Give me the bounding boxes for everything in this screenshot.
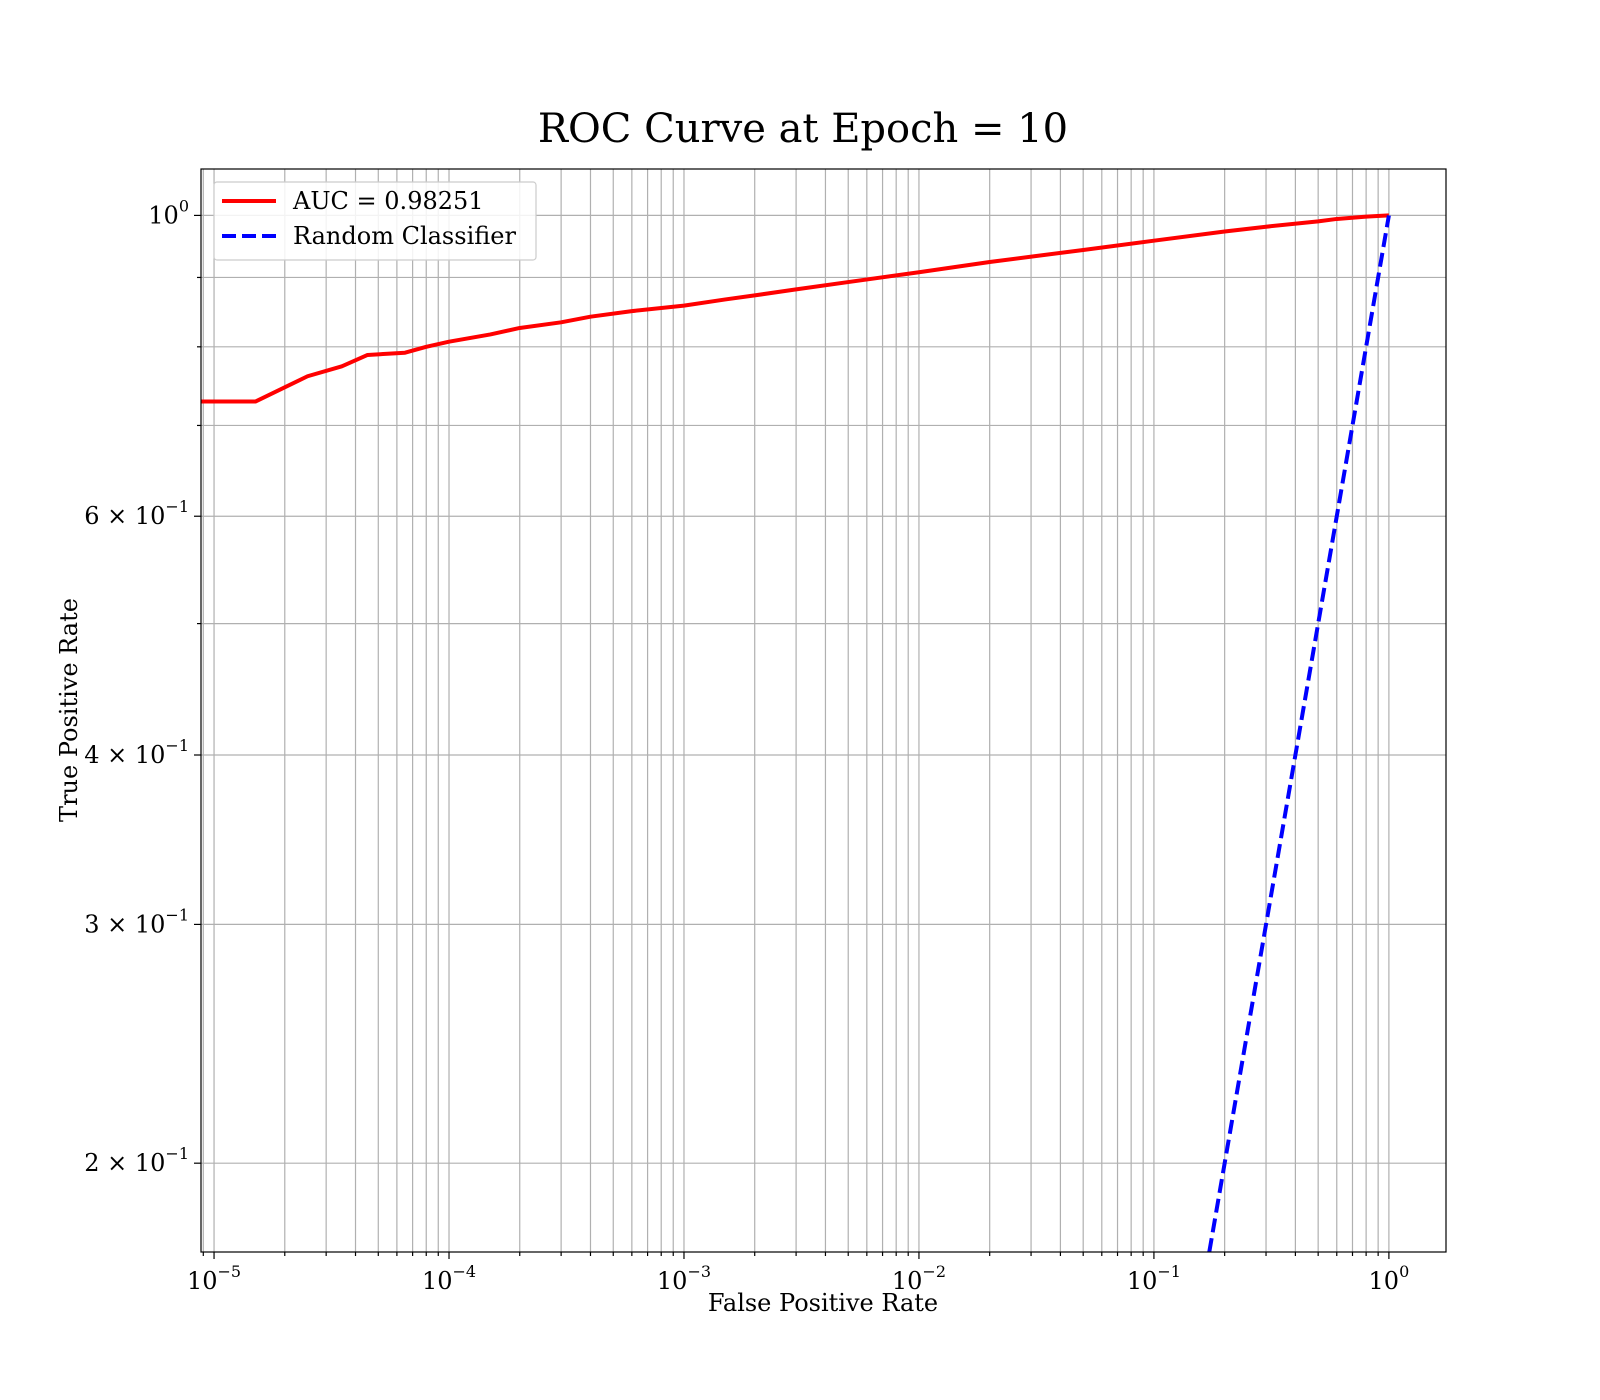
- y-axis-label: True Positive Rate: [55, 598, 83, 822]
- legend-label-random: Random Classifier: [293, 222, 516, 250]
- legend: AUC = 0.98251 Random Classifier: [213, 181, 537, 261]
- x-tick-label: 100: [1369, 1262, 1410, 1295]
- x-axis-label: False Positive Rate: [708, 1289, 938, 1317]
- x-tick-label: 10−3: [657, 1262, 711, 1295]
- chart-title: ROC Curve at Epoch = 10: [538, 106, 1068, 152]
- x-tick-label: 10−4: [422, 1262, 476, 1295]
- grid-lines: [201, 169, 1446, 1252]
- y-tick-label: 2 × 10−1: [84, 1144, 189, 1177]
- y-tick-label: 4 × 10−1: [84, 736, 189, 769]
- legend-box: [213, 181, 537, 261]
- y-tick-label: 6 × 10−1: [84, 497, 189, 530]
- x-tick-label: 10−5: [187, 1262, 241, 1295]
- y-axis-ticks: 100 6 × 10−1 4 × 10−1 3 × 10−1 2 × 10−1: [84, 196, 201, 1177]
- x-tick-label: 10−1: [1127, 1262, 1181, 1295]
- series-line-auc: [201, 213, 1389, 404]
- plot-series: [201, 213, 1391, 1253]
- y-tick-label: 100: [148, 196, 189, 229]
- series-line-random: [1207, 215, 1391, 1253]
- x-tick-label: 10−2: [892, 1262, 946, 1295]
- legend-label-auc: AUC = 0.98251: [292, 187, 484, 215]
- plot-frame: [200, 168, 1447, 1253]
- x-axis-ticks: 10−5 10−4 10−3 10−2 10−1 100: [187, 1252, 1409, 1295]
- y-tick-label: 3 × 10−1: [84, 905, 189, 938]
